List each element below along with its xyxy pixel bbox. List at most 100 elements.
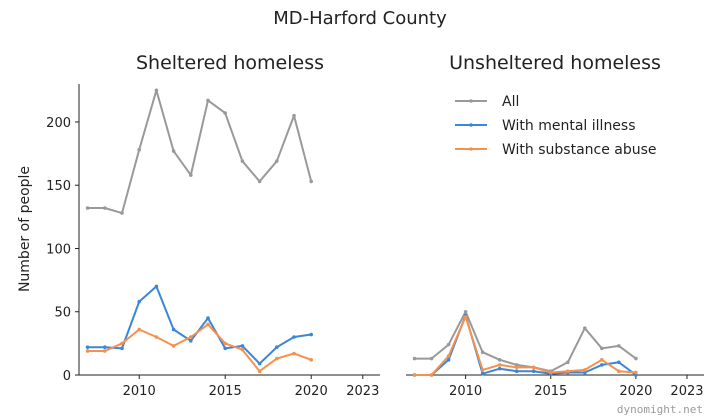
data-point-all: [257, 179, 262, 184]
series-line-all: [87, 89, 313, 215]
data-point-with-substance-abuse: [497, 363, 502, 367]
y-axis-label: Number of people: [17, 166, 33, 292]
x-tick-label: 2010: [123, 384, 156, 399]
series-line-with-mental-illness: [87, 285, 312, 365]
data-point-all: [480, 350, 485, 355]
data-point-with-mental-illness: [531, 369, 536, 374]
data-point-all: [429, 356, 434, 361]
data-point-with-substance-abuse: [85, 349, 90, 353]
data-point-with-substance-abuse: [309, 358, 314, 362]
series-line-with-mental-illness: [414, 314, 637, 376]
data-point-with-mental-illness: [292, 335, 296, 339]
data-point-with-substance-abuse: [412, 373, 417, 377]
data-point-with-mental-illness: [583, 370, 587, 375]
data-point-all: [412, 356, 417, 361]
legend-label-with-mental-illness: With mental illness: [502, 118, 636, 134]
y-tick-label: 100: [46, 242, 71, 257]
data-point-all: [514, 363, 519, 367]
data-point-all: [634, 356, 638, 361]
data-point-all: [463, 309, 468, 314]
data-point-all: [206, 98, 210, 103]
data-point-with-substance-abuse: [240, 347, 245, 352]
data-point-with-mental-illness: [480, 371, 485, 376]
data-point-all: [617, 344, 621, 348]
data-point-with-mental-illness: [137, 299, 141, 304]
data-point-with-substance-abuse: [565, 369, 570, 374]
x-tick-label: 2015: [209, 384, 242, 399]
data-point-with-substance-abuse: [206, 322, 210, 327]
data-point-all: [583, 326, 587, 330]
x-tick-label: 2020: [619, 384, 652, 399]
data-point-all: [189, 173, 193, 177]
data-point-with-mental-illness: [257, 361, 262, 366]
data-point-with-substance-abuse: [531, 365, 536, 370]
data-point-with-substance-abuse: [634, 370, 638, 375]
y-tick-label: 0: [63, 369, 71, 384]
data-point-with-substance-abuse: [120, 341, 124, 346]
figure-title: MD-Harford County: [273, 8, 447, 29]
data-point-with-mental-illness: [171, 327, 176, 332]
data-point-with-mental-illness: [600, 363, 604, 367]
data-point-with-mental-illness: [617, 360, 621, 365]
data-point-all: [497, 358, 502, 362]
data-point-all: [171, 149, 176, 153]
data-point-with-mental-illness: [85, 345, 90, 349]
x-tick-label: 2010: [449, 384, 482, 399]
data-point-with-mental-illness: [309, 332, 314, 337]
data-point-with-mental-illness: [223, 346, 227, 351]
data-point-with-mental-illness: [154, 284, 159, 289]
sheltered-panel: Sheltered homeless Number of people 2010…: [17, 52, 380, 399]
series-line-all: [414, 310, 637, 373]
data-point-all: [103, 206, 107, 210]
data-point-with-mental-illness: [446, 358, 451, 362]
unsheltered-panel: Unsheltered homeless 2010 2015 2020 2023: [406, 52, 704, 399]
data-point-with-substance-abuse: [463, 315, 468, 319]
data-point-all: [446, 342, 451, 347]
data-point-with-substance-abuse: [617, 369, 621, 374]
data-point-with-substance-abuse: [292, 351, 296, 356]
data-point-with-mental-illness: [189, 339, 193, 343]
x-tick-label: 2020: [295, 384, 328, 399]
x-tick-label: 2015: [534, 384, 567, 399]
data-point-with-substance-abuse: [189, 335, 193, 339]
data-point-with-substance-abuse: [137, 327, 141, 332]
data-point-with-mental-illness: [103, 345, 107, 349]
y-tick-label: 50: [54, 306, 71, 321]
data-point-with-substance-abuse: [480, 368, 485, 372]
data-point-with-substance-abuse: [548, 370, 553, 375]
data-point-with-mental-illness: [275, 345, 279, 349]
y-tick-label: 200: [46, 116, 71, 131]
data-point-with-substance-abuse: [583, 368, 587, 372]
legend-marker-all: [469, 99, 473, 103]
sheltered-panel-title: Sheltered homeless: [136, 52, 324, 74]
legend: All With mental illness With substance abu…: [455, 94, 657, 158]
series-line-with-substance-abuse: [414, 315, 636, 376]
data-point-all: [600, 346, 604, 351]
data-point-with-substance-abuse: [275, 356, 279, 361]
data-point-with-substance-abuse: [429, 373, 434, 377]
data-point-with-mental-illness: [120, 346, 124, 351]
data-point-all: [120, 211, 124, 215]
data-point-all: [85, 206, 90, 210]
unsheltered-panel-title: Unsheltered homeless: [449, 52, 661, 74]
data-point-with-mental-illness: [240, 344, 245, 348]
data-point-all: [292, 113, 296, 118]
x-tick-label: 2023: [670, 384, 703, 399]
data-point-with-substance-abuse: [514, 365, 519, 370]
data-point-with-substance-abuse: [257, 369, 262, 374]
data-point-with-substance-abuse: [223, 341, 227, 346]
series-line-with-substance-abuse: [87, 323, 312, 373]
watermark-text: dynomight.net: [617, 403, 703, 416]
legend-label-all: All: [502, 94, 519, 110]
y-tick-label: 150: [46, 179, 71, 194]
data-point-all: [137, 147, 141, 152]
data-point-all: [309, 179, 314, 184]
data-point-all: [565, 360, 570, 365]
data-point-all: [223, 111, 227, 115]
data-point-all: [275, 159, 279, 163]
data-point-with-mental-illness: [206, 316, 210, 320]
data-point-all: [240, 159, 245, 163]
data-point-with-substance-abuse: [103, 349, 107, 353]
data-point-with-mental-illness: [634, 373, 638, 377]
data-point-with-mental-illness: [497, 366, 502, 371]
